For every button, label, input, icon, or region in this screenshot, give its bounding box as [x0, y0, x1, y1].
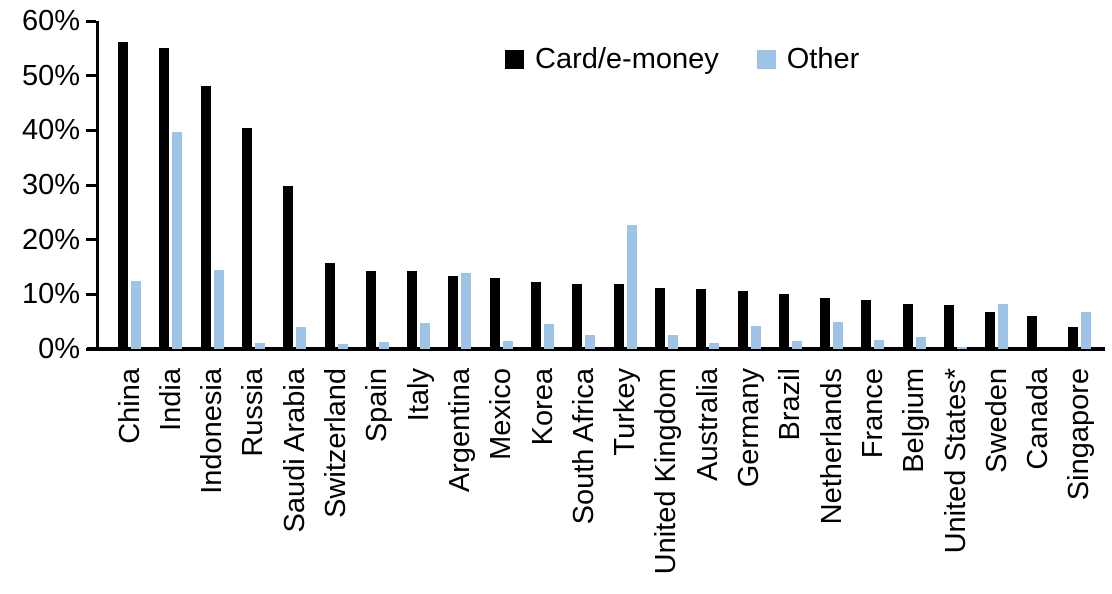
bar-card-e-money-indonesia: [201, 86, 211, 349]
x-axis-label-united-states-: United States*: [940, 368, 972, 554]
y-axis-tick: [86, 20, 96, 23]
bar-other-australia: [709, 343, 719, 349]
bar-card-e-money-germany: [738, 291, 748, 349]
bar-card-e-money-russia: [242, 128, 252, 349]
bar-other-italy: [420, 323, 430, 349]
y-axis-tick-label: 50%: [21, 60, 80, 92]
x-axis-label-switzerland: Switzerland: [320, 368, 352, 518]
y-axis-tick: [86, 293, 96, 296]
x-axis-label-sweden: Sweden: [981, 368, 1013, 473]
bar-other-france: [874, 340, 884, 349]
bar-other-mexico: [503, 341, 513, 349]
bar-other-belgium: [916, 337, 926, 349]
bar-card-e-money-switzerland: [325, 263, 335, 349]
y-axis-tick: [86, 238, 96, 241]
y-axis-tick: [86, 74, 96, 77]
bar-card-e-money-canada: [1027, 316, 1037, 349]
x-axis-label-canada: Canada: [1022, 368, 1054, 470]
chart-legend: Card/e-money Other: [505, 44, 859, 74]
x-axis-line: [87, 347, 1105, 351]
x-axis-label-singapore: Singapore: [1063, 368, 1095, 501]
x-axis-label-mexico: Mexico: [485, 368, 517, 460]
bar-other-singapore: [1081, 312, 1091, 349]
bar-card-e-money-france: [861, 300, 871, 349]
bar-card-e-money-india: [159, 48, 169, 349]
bar-other-germany: [751, 326, 761, 349]
bar-other-china: [131, 281, 141, 349]
bar-card-e-money-australia: [696, 289, 706, 349]
x-axis-label-saudi-arabia: Saudi Arabia: [279, 368, 311, 533]
legend-label-other: Other: [786, 43, 860, 75]
x-axis-label-australia: Australia: [692, 368, 724, 481]
bar-other-india: [172, 132, 182, 349]
x-axis-label-turkey: Turkey: [609, 368, 641, 456]
x-axis-label-united-kingdom: United Kingdom: [650, 368, 682, 575]
bar-other-spain: [379, 342, 389, 349]
x-axis-label-indonesia: Indonesia: [196, 368, 228, 494]
bar-card-e-money-singapore: [1068, 327, 1078, 349]
y-axis-tick: [86, 184, 96, 187]
bar-card-e-money-sweden: [985, 312, 995, 349]
bar-card-e-money-saudi-arabia: [283, 186, 293, 349]
legend-label-card-e-money: Card/e-money: [535, 43, 719, 75]
x-axis-label-netherlands: Netherlands: [816, 368, 848, 525]
y-axis-tick: [86, 129, 96, 132]
bar-other-sweden: [998, 304, 1008, 349]
y-axis-tick-label: 60%: [21, 5, 80, 37]
x-axis-label-italy: Italy: [403, 368, 435, 422]
x-axis-label-south-africa: South Africa: [568, 368, 600, 525]
x-axis-label-russia: Russia: [237, 368, 269, 457]
bar-card-e-money-brazil: [779, 294, 789, 349]
bar-card-e-money-united-states-: [944, 305, 954, 349]
x-axis-label-argentina: Argentina: [444, 368, 476, 493]
y-axis-tick-label: 0%: [38, 333, 80, 365]
bar-card-e-money-netherlands: [820, 298, 830, 349]
bar-other-korea: [544, 324, 554, 349]
x-axis-label-germany: Germany: [733, 368, 765, 488]
x-axis-label-spain: Spain: [361, 368, 393, 443]
bar-other-netherlands: [833, 322, 843, 349]
bar-other-russia: [255, 343, 265, 349]
legend-swatch-card-e-money: [505, 49, 524, 69]
x-axis-label-korea: Korea: [527, 368, 559, 446]
x-axis-label-brazil: Brazil: [774, 368, 806, 441]
bar-card-e-money-spain: [366, 271, 376, 349]
bar-other-brazil: [792, 341, 802, 349]
bar-card-e-money-united-kingdom: [655, 288, 665, 349]
x-axis-label-france: France: [857, 368, 889, 459]
legend-swatch-other: [756, 49, 776, 69]
bar-other-united-states-: [957, 347, 967, 349]
bar-other-switzerland: [338, 344, 348, 349]
bar-other-south-africa: [585, 335, 595, 349]
y-axis-tick-label: 20%: [21, 224, 80, 256]
bar-card-e-money-argentina: [448, 276, 458, 349]
y-axis-line: [96, 21, 99, 351]
bar-card-e-money-korea: [531, 282, 541, 349]
bar-other-argentina: [461, 273, 471, 349]
bar-card-e-money-south-africa: [572, 284, 582, 349]
bar-card-e-money-china: [118, 42, 128, 349]
x-axis-label-belgium: Belgium: [898, 368, 930, 473]
x-axis-label-china: China: [114, 368, 146, 444]
bar-card-e-money-belgium: [903, 304, 913, 349]
bar-other-united-kingdom: [668, 335, 678, 349]
bar-other-turkey: [627, 225, 637, 349]
bar-other-saudi-arabia: [296, 327, 306, 349]
y-axis-tick-label: 40%: [21, 114, 80, 146]
bar-card-e-money-italy: [407, 271, 417, 349]
y-axis-tick: [86, 348, 96, 351]
bar-other-indonesia: [214, 270, 224, 349]
x-axis-label-india: India: [155, 368, 187, 431]
bar-card-e-money-turkey: [614, 284, 624, 349]
y-axis-tick-label: 10%: [21, 278, 80, 310]
bar-card-e-money-mexico: [490, 278, 500, 349]
y-axis-tick-label: 30%: [21, 169, 80, 201]
